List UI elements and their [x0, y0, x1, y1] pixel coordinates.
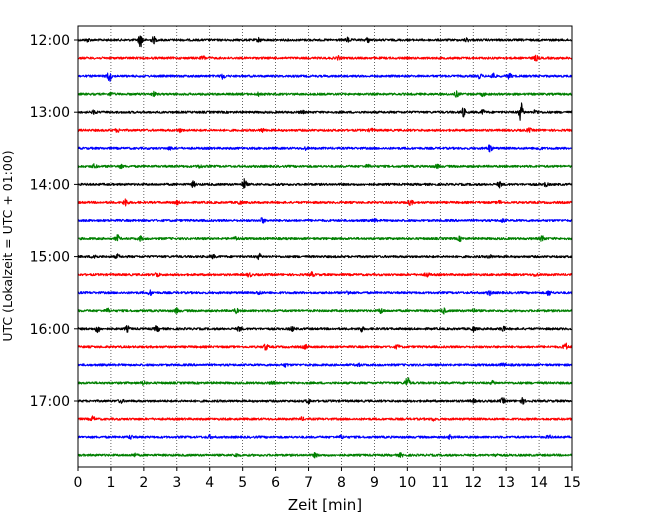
- trace-line: [77, 127, 573, 134]
- y-tick-label: 12:00: [30, 33, 70, 49]
- x-tick-label: 8: [337, 475, 346, 491]
- x-tick-label: 4: [205, 475, 214, 491]
- trace-line: [77, 217, 573, 224]
- y-tick-label: 15:00: [30, 250, 70, 266]
- trace-line: [77, 271, 573, 278]
- y-tick-label: 16:00: [30, 322, 70, 338]
- y-axis: 12:00 13:00 14:00 15:00 16:00 17:00: [30, 33, 78, 410]
- x-tick-label: 10: [398, 475, 416, 491]
- x-axis-label: Zeit [min]: [288, 496, 362, 514]
- trace-line: [77, 72, 573, 82]
- plot-frame: [77, 25, 573, 468]
- x-tick-label: 11: [431, 475, 449, 491]
- trace-line: [77, 163, 573, 170]
- trace-line: [77, 178, 573, 189]
- trace-line: [77, 289, 573, 297]
- trace-line: [77, 54, 573, 62]
- y-tick-label: 17:00: [30, 394, 70, 410]
- trace-line: [77, 325, 573, 334]
- trace-line: [77, 198, 573, 207]
- trace-line: [77, 102, 573, 121]
- trace-line: [77, 306, 573, 315]
- x-tick-label: 13: [497, 475, 515, 491]
- x-tick-label: 7: [304, 475, 313, 491]
- trace-line: [77, 342, 573, 351]
- trace-line: [77, 252, 573, 261]
- trace-line: [77, 396, 573, 405]
- x-tick-label: 0: [74, 475, 83, 491]
- x-tick-label: 5: [238, 475, 247, 491]
- trace-line: [77, 362, 573, 368]
- trace-line: [77, 415, 573, 422]
- y-tick-label: 13:00: [30, 105, 70, 121]
- x-tick-label: 14: [530, 475, 548, 491]
- x-tick-label: 2: [139, 475, 148, 491]
- x-tick-label: 1: [106, 475, 115, 491]
- trace-layer: [77, 35, 573, 459]
- x-axis: 0 1 2 3 4 5 6 7 8 9 10 11 12 13 14 15: [74, 467, 581, 491]
- trace-line: [77, 234, 573, 243]
- y-tick-label: 14:00: [30, 177, 70, 193]
- trace-line: [77, 452, 573, 459]
- x-tick-label: 9: [370, 475, 379, 491]
- trace-line: [77, 433, 573, 440]
- x-tick-label: 6: [271, 475, 280, 491]
- x-tick-label: 3: [172, 475, 181, 491]
- x-tick-label: 15: [563, 475, 581, 491]
- x-tick-label: 12: [464, 475, 482, 491]
- trace-line: [77, 35, 573, 48]
- trace-line: [77, 90, 573, 98]
- y-axis-label: UTC (Lokalzeit = UTC + 01:00): [0, 150, 15, 341]
- trace-line: [77, 377, 573, 386]
- trace-line: [77, 144, 573, 153]
